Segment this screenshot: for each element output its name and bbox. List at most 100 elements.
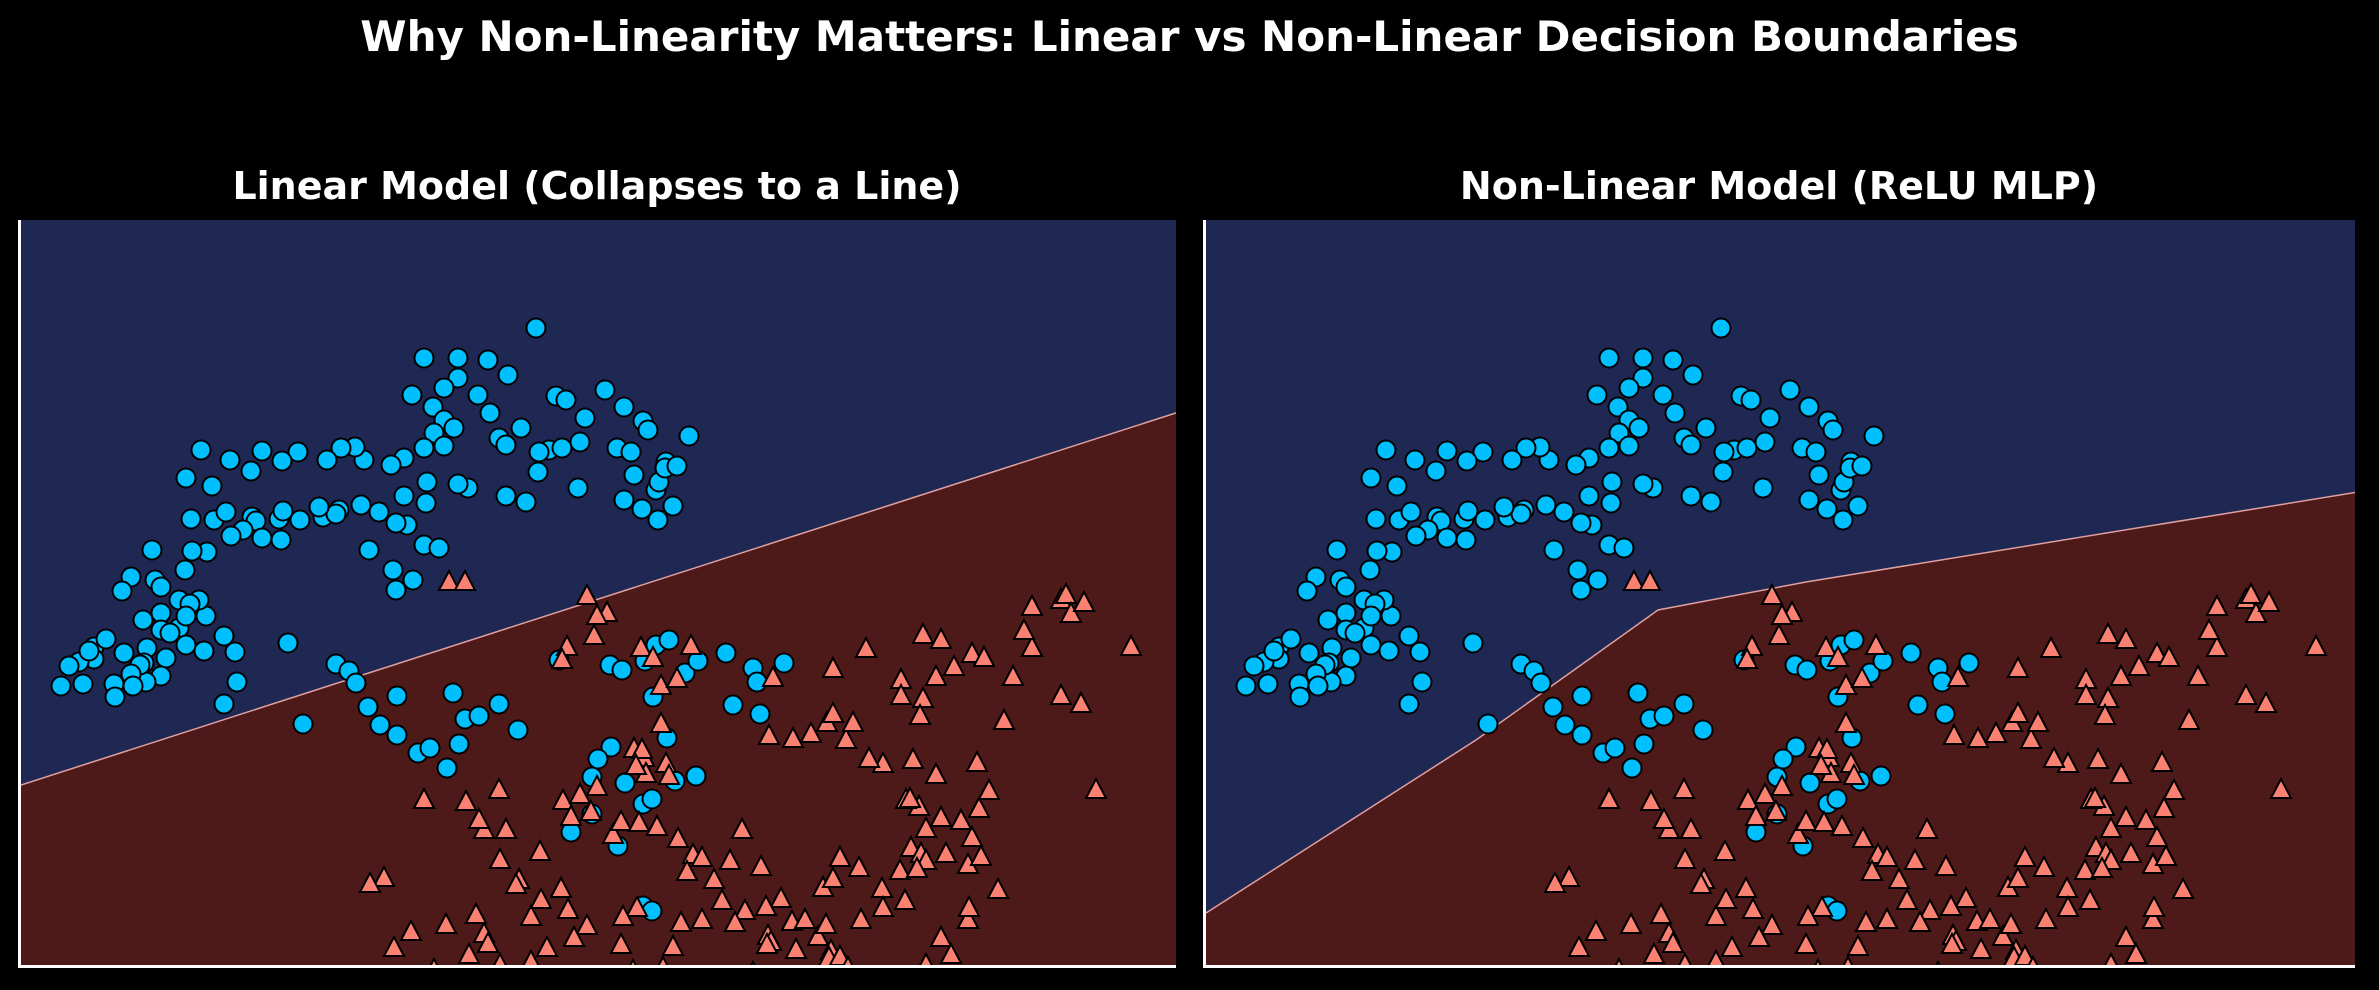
class0-point: [272, 500, 294, 522]
class0-point: [1409, 641, 1431, 663]
class1-point: [1714, 886, 1738, 909]
class0-point: [569, 431, 591, 453]
class1-point: [535, 934, 559, 957]
class0-point: [1712, 461, 1734, 483]
class1-point: [723, 909, 747, 932]
class1-point: [625, 894, 649, 917]
class0-point: [111, 580, 133, 602]
class0-point: [443, 417, 465, 439]
class1-point: [2114, 626, 2138, 649]
class0-point: [1785, 736, 1807, 758]
class0-point: [1455, 529, 1477, 551]
class0-point: [226, 671, 248, 693]
class0-point: [1565, 454, 1587, 476]
class0-point: [1436, 440, 1458, 462]
class1-point: [464, 901, 488, 924]
class0-point: [594, 379, 616, 401]
class1-point: [1809, 752, 1833, 775]
class1-point: [929, 626, 953, 649]
class0-point: [1822, 419, 1844, 441]
class0-point: [416, 471, 438, 493]
class1-point: [1734, 875, 1758, 898]
class1-point: [1614, 956, 1624, 965]
class0-point: [515, 491, 537, 513]
class1-point: [1704, 903, 1728, 926]
class0-point: [251, 527, 273, 549]
class1-point: [669, 909, 693, 932]
class0-point: [467, 384, 489, 406]
class0-point: [447, 473, 469, 495]
class0-point: [180, 508, 202, 530]
class0-point: [159, 622, 181, 644]
class1-point: [382, 934, 406, 957]
class1-point: [2257, 589, 2281, 612]
class0-point: [1740, 389, 1762, 411]
class0-point: [428, 537, 450, 559]
class1-point: [1049, 682, 1073, 705]
class0-point: [401, 384, 423, 406]
class1-point: [1767, 622, 1791, 645]
class0-point: [1501, 449, 1523, 471]
class0-point: [1931, 671, 1953, 693]
class1-point: [2042, 745, 2066, 768]
class0-point: [174, 559, 196, 581]
class1-point: [1649, 901, 1673, 924]
class1-point: [2013, 844, 2037, 867]
class0-point: [662, 495, 684, 517]
class0-point: [1530, 672, 1552, 694]
class1-point: [929, 924, 953, 947]
class0-point: [386, 724, 408, 746]
class1-point: [1012, 617, 1036, 640]
class1-point: [493, 951, 507, 965]
class1-point: [2157, 644, 2181, 667]
class0-point: [1289, 686, 1311, 708]
class1-point: [641, 644, 665, 667]
class1-point: [372, 864, 396, 887]
class1-point: [821, 700, 845, 723]
class1-point: [2239, 581, 2263, 604]
class1-point: [519, 903, 543, 926]
class1-point: [2006, 865, 2030, 888]
class0-point: [1621, 757, 1643, 779]
class0-point: [1598, 347, 1620, 369]
class1-point: [905, 855, 929, 878]
class1-point: [1764, 798, 1788, 821]
class1-point: [960, 640, 984, 663]
class0-point: [613, 396, 635, 418]
class0-point: [773, 652, 795, 674]
class0-point: [1366, 540, 1388, 562]
class1-point: [666, 825, 690, 848]
class0-point: [614, 772, 636, 794]
class1-point: [529, 886, 553, 909]
class1-point: [1875, 906, 1899, 929]
class1-point: [2142, 894, 2166, 917]
class0-point: [150, 576, 172, 598]
class0-point: [1360, 605, 1382, 627]
class0-point: [1360, 634, 1382, 656]
class0-point: [1543, 539, 1565, 561]
class1-point: [528, 838, 552, 861]
class0-point: [1567, 559, 1589, 581]
class1-point: [2205, 593, 2229, 616]
linear-model-plot: [18, 220, 1176, 968]
class0-point: [413, 437, 435, 459]
class0-point: [95, 628, 117, 650]
class0-point: [433, 377, 455, 399]
class1-point: [1543, 870, 1567, 893]
class1-point: [1842, 954, 1854, 965]
class0-point: [1326, 539, 1348, 561]
class0-point: [448, 733, 470, 755]
class1-point: [665, 665, 689, 688]
class0-point: [1695, 417, 1717, 439]
class0-point: [175, 467, 197, 489]
class0-point: [1571, 724, 1593, 746]
class1-point: [627, 809, 651, 832]
class1-point: [1661, 930, 1685, 953]
class1-point: [550, 646, 574, 669]
class1-point: [657, 954, 669, 965]
class0-point: [104, 686, 126, 708]
class0-point: [1474, 509, 1496, 531]
class1-point: [1954, 885, 1978, 908]
class1-point: [871, 894, 895, 917]
class1-point: [908, 702, 932, 725]
